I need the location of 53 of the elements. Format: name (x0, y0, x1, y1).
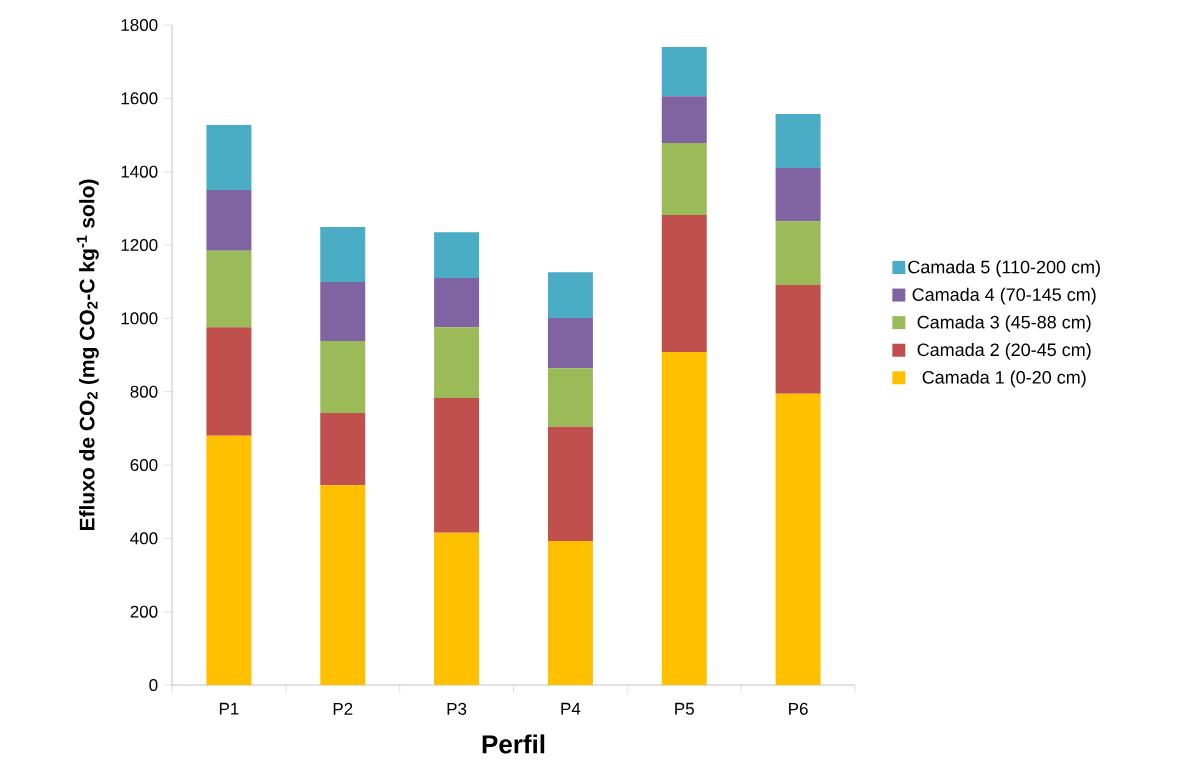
x-tick-label: P1 (219, 702, 239, 715)
bar (434, 278, 480, 328)
bar (775, 167, 821, 222)
x-tick-label: P2 (333, 702, 353, 715)
bar (434, 532, 480, 685)
bar (206, 327, 252, 436)
x-tick-label: P4 (561, 702, 581, 715)
bar (206, 125, 252, 190)
bar (206, 250, 252, 328)
bar (547, 426, 593, 541)
bar (547, 368, 593, 427)
bar (775, 114, 821, 168)
x-axis-title: Perfil (482, 734, 545, 754)
y-tick-label: 1600 (121, 92, 158, 105)
y-tick-label: 400 (130, 532, 158, 545)
bar (320, 412, 366, 486)
bar (547, 317, 593, 369)
bar (320, 485, 366, 685)
x-tick-label: P6 (789, 702, 808, 715)
bar (775, 284, 821, 394)
legend-label: Camada 5 (110-200 cm) (908, 260, 1100, 277)
y-tick-label: 1400 (121, 165, 158, 178)
x-tick-label: P3 (447, 702, 467, 715)
bar (661, 143, 707, 215)
y-axis-title: Efluxo de CO$_{2}$ (mg CO$_{2}$-C kg$^{-1}$ solo) (76, 179, 99, 531)
y-tick-label: 600 (130, 458, 158, 472)
bar (206, 435, 252, 685)
bar (434, 327, 480, 398)
bar (547, 272, 593, 318)
bar (206, 190, 252, 251)
bar (661, 214, 707, 353)
bar (434, 232, 480, 278)
bar (775, 221, 821, 285)
x-tick-label: P5 (675, 702, 694, 715)
bar (320, 282, 366, 342)
y-tick-label: 800 (130, 385, 158, 398)
legend-label: Camada 2 (20-45 cm) (917, 342, 1091, 360)
bar (775, 393, 821, 685)
bar (320, 341, 366, 413)
y-tick-label: 200 (130, 605, 158, 618)
y-tick-label: 1200 (121, 238, 158, 252)
y-tick-label: 1000 (121, 312, 158, 325)
legend-label: Camada 1 (0-20 cm) (922, 370, 1086, 388)
bar (320, 227, 366, 283)
y-tick-label: 0 (149, 678, 158, 692)
bar (661, 96, 707, 144)
bar (661, 352, 707, 685)
bar (434, 397, 480, 533)
bar (661, 46, 707, 97)
legend-label: Camada 3 (45-88 cm) (917, 315, 1091, 333)
bar (547, 540, 593, 685)
legend-label: Camada 4 (70-145 cm) (912, 287, 1096, 305)
y-tick-label: 1800 (121, 18, 158, 32)
